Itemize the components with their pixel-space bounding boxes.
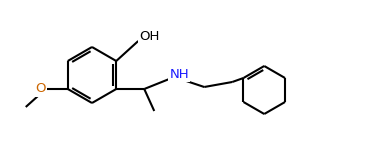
Text: OH: OH (139, 29, 159, 43)
Text: O: O (35, 83, 46, 95)
Text: NH: NH (170, 67, 189, 81)
